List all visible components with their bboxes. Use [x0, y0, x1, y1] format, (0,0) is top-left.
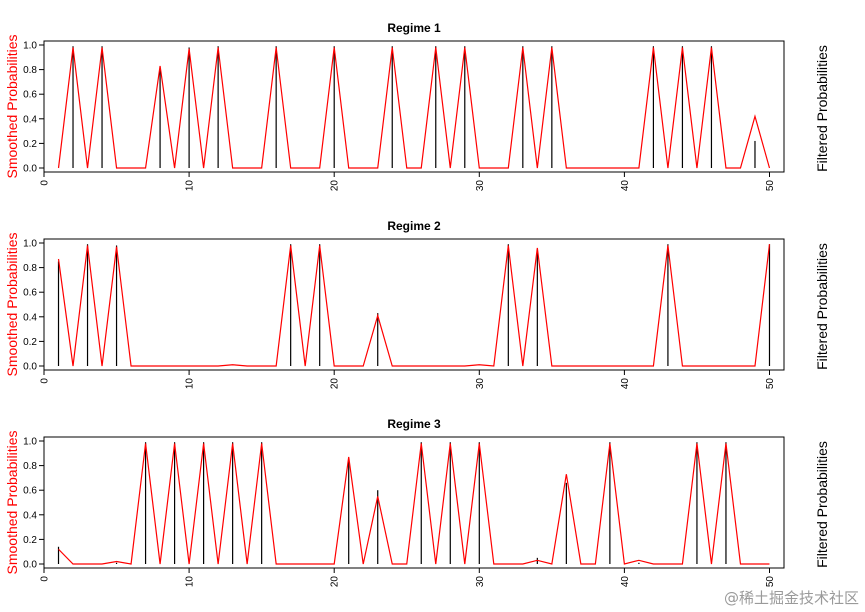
y-tick-label: 1.0	[23, 239, 37, 250]
plot-frame	[43, 238, 785, 371]
x-tick-label: 0	[40, 180, 51, 186]
panel-title: Regime 1	[387, 21, 441, 35]
y-axis: 0.0 0.2 0.4 0.6 0.8 1.0	[23, 437, 44, 571]
plot-frame	[43, 40, 785, 173]
x-tick-label: 10	[185, 378, 196, 390]
x-tick-label: 40	[620, 378, 631, 390]
y-tick-label: 0.6	[23, 90, 37, 101]
x-axis: 0 10 20 30 40 50	[40, 568, 776, 587]
y-axis: 0.0 0.2 0.4 0.6 0.8 1.0	[23, 239, 44, 373]
regime-panel-1: Regime 1 0.0 0.2 0.4 0.6 0.8 1.0 0 10 20 30 40 50 Smo…	[4, 21, 830, 191]
y-tick-label: 0.0	[23, 362, 37, 373]
filtered-series	[57, 244, 771, 366]
watermark: @稀土掘金技术社区	[723, 589, 859, 607]
y-tick-label: 0.6	[23, 288, 37, 299]
x-axis: 0 10 20 30 40 50	[40, 370, 776, 389]
y-tick-label: 0.2	[23, 139, 37, 150]
x-tick-label: 50	[765, 576, 776, 588]
x-tick-label: 20	[330, 576, 341, 588]
y-tick-label: 0.0	[23, 560, 37, 571]
x-tick-label: 10	[185, 180, 196, 192]
x-tick-label: 0	[40, 576, 51, 582]
right-axis-label: Filtered Probabilities	[814, 243, 830, 370]
left-axis-label: Smoothed Probabilities	[4, 233, 20, 377]
y-axis: 0.0 0.2 0.4 0.6 0.8 1.0	[23, 41, 44, 175]
y-tick-label: 0.8	[23, 65, 37, 76]
regime-panel-3: Regime 3 0.0 0.2 0.4 0.6 0.8 1.0 0 10 20 30 40 50 Smo…	[4, 417, 830, 587]
x-tick-label: 40	[620, 180, 631, 192]
y-tick-label: 0.6	[23, 486, 37, 497]
left-axis-label: Smoothed Probabilities	[4, 35, 20, 179]
y-tick-label: 0.4	[23, 114, 37, 125]
y-tick-label: 0.8	[23, 461, 37, 472]
y-tick-label: 0.0	[23, 164, 37, 175]
filtered-series	[72, 46, 756, 168]
x-tick-label: 40	[620, 576, 631, 588]
x-tick-label: 10	[185, 576, 196, 588]
x-tick-label: 50	[765, 378, 776, 390]
regime-panel-2: Regime 2 0.0 0.2 0.4 0.6 0.8 1.0 0 10 20 30 40 50 Smo…	[4, 219, 830, 389]
x-axis: 0 10 20 30 40 50	[40, 172, 776, 191]
x-tick-label: 50	[765, 180, 776, 192]
y-tick-label: 1.0	[23, 41, 37, 52]
y-tick-label: 0.2	[23, 337, 37, 348]
plot-frame	[43, 436, 785, 569]
panel-title: Regime 3	[387, 417, 441, 431]
filtered-series	[57, 442, 727, 564]
x-tick-label: 20	[330, 180, 341, 192]
x-tick-label: 30	[475, 180, 486, 192]
y-tick-label: 0.8	[23, 263, 37, 274]
panel-title: Regime 2	[387, 219, 441, 233]
y-tick-label: 0.4	[23, 312, 37, 323]
x-tick-label: 20	[330, 378, 341, 390]
smoothed-line	[57, 244, 771, 367]
right-axis-label: Filtered Probabilities	[814, 45, 830, 172]
smoothed-line	[58, 443, 770, 565]
x-tick-label: 30	[475, 576, 486, 588]
y-tick-label: 0.4	[23, 510, 37, 521]
y-tick-label: 0.2	[23, 535, 37, 546]
left-axis-label: Smoothed Probabilities	[4, 431, 20, 575]
x-tick-label: 30	[475, 378, 486, 390]
x-tick-label: 0	[40, 378, 51, 384]
smoothed-line	[57, 47, 771, 169]
right-axis-label: Filtered Probabilities	[814, 441, 830, 568]
y-tick-label: 1.0	[23, 437, 37, 448]
